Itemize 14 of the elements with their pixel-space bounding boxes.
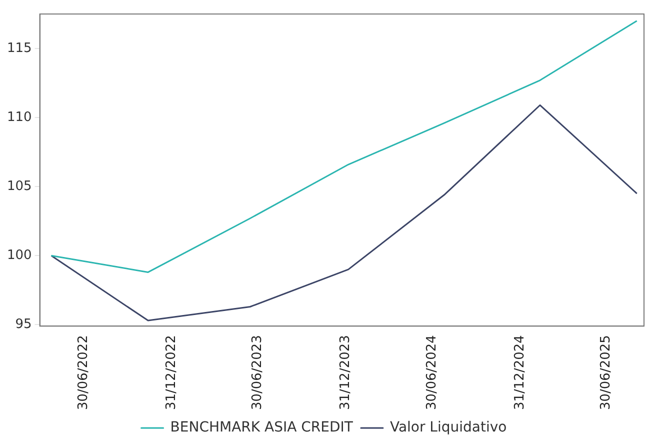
x-tick-label: 31/12/2024 xyxy=(512,335,528,410)
y-tick-label: 110 xyxy=(6,110,32,125)
legend-label: BENCHMARK ASIA CREDIT xyxy=(170,420,354,436)
y-tick-label: 95 xyxy=(15,317,32,332)
y-tick-label: 100 xyxy=(6,248,32,264)
legend-label: Valor Liquidativo xyxy=(390,420,507,436)
x-tick-label: 30/06/2023 xyxy=(250,335,266,410)
x-tick-label: 30/06/2025 xyxy=(598,335,614,410)
x-tick-label: 30/06/2024 xyxy=(424,335,440,410)
x-tick-label: 30/06/2022 xyxy=(76,335,92,410)
y-tick-label: 115 xyxy=(6,40,32,56)
y-tick-label: 105 xyxy=(6,178,32,194)
x-tick-label: 31/12/2023 xyxy=(338,335,353,410)
x-tick-label: 31/12/2022 xyxy=(164,335,179,410)
